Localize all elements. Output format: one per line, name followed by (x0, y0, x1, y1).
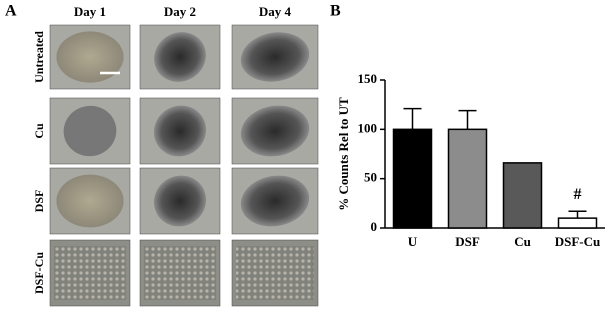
micrograph (139, 97, 221, 165)
cell-cluster (56, 174, 124, 228)
bar (392, 128, 433, 229)
row-label: DSF (32, 190, 46, 213)
y-tick-label: 150 (358, 71, 378, 86)
panel-label: A (5, 3, 17, 20)
y-tick-label: 0 (371, 219, 378, 234)
micrograph (49, 167, 131, 235)
column-header: Day 4 (259, 4, 292, 19)
spheroid (63, 105, 117, 157)
micrograph (49, 97, 131, 165)
x-tick-label: DSF (455, 234, 480, 249)
bar (447, 128, 488, 229)
x-tick-label: U (408, 234, 418, 249)
y-axis-title: % Counts Rel to UT (336, 97, 351, 211)
row-label: DSF-Cu (32, 252, 46, 294)
cell-scatter (236, 246, 314, 300)
y-tick-label: 100 (358, 120, 378, 135)
micrograph (139, 167, 221, 235)
column-header: Day 2 (164, 4, 196, 19)
spheroid (240, 32, 310, 82)
micrograph (139, 239, 221, 307)
row-label: Cu (32, 123, 46, 139)
micrograph (139, 24, 221, 90)
row-label: Untreated (32, 31, 46, 83)
panel-label: B (330, 3, 341, 20)
y-tick-label: 50 (364, 170, 377, 185)
micrograph (49, 239, 131, 307)
bar (557, 217, 598, 229)
annotation: # (574, 186, 582, 203)
spheroid (240, 105, 310, 157)
x-tick-label: DSF-Cu (555, 234, 601, 249)
micrograph (49, 24, 131, 90)
micrograph (231, 24, 319, 90)
bar (502, 162, 543, 229)
micrograph (231, 97, 319, 165)
x-tick-label: Cu (514, 234, 531, 249)
micrograph (231, 167, 319, 235)
spheroid (153, 105, 207, 157)
cell-cluster (56, 31, 124, 83)
column-header: Day 1 (74, 4, 106, 19)
spheroid (153, 175, 207, 227)
cell-scatter (144, 246, 216, 300)
micrograph (231, 239, 319, 307)
cell-scatter (54, 246, 126, 300)
spheroid (154, 32, 206, 82)
spheroid (240, 175, 310, 227)
